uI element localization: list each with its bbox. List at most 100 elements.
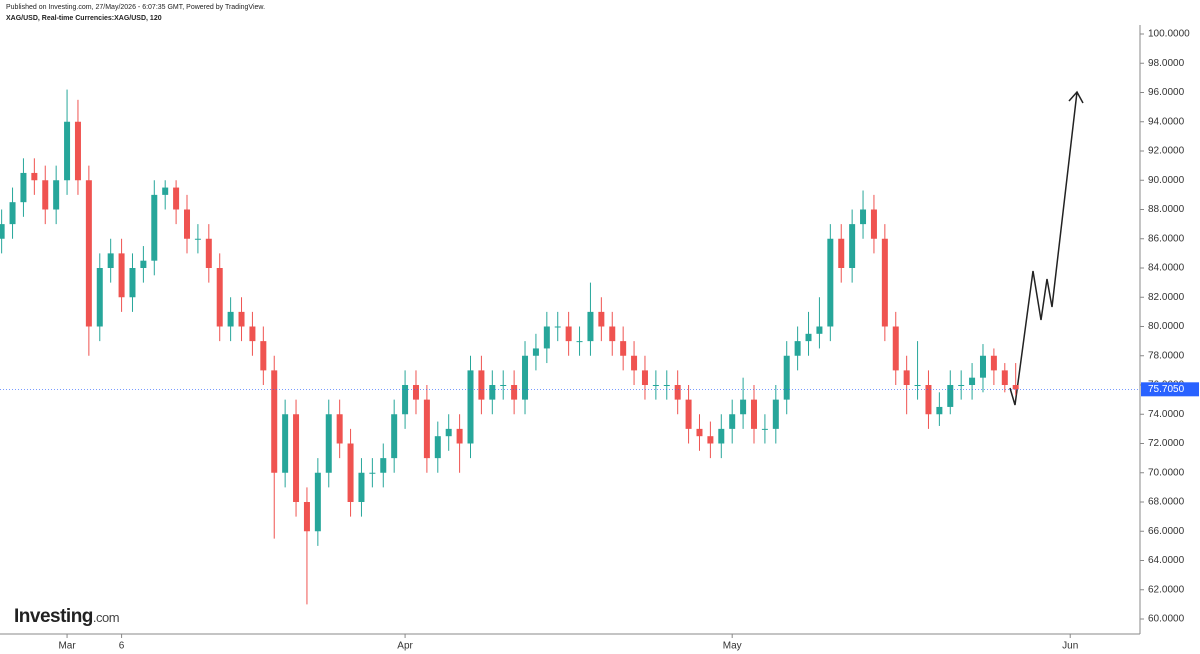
candle-body bbox=[489, 385, 496, 400]
candle-body bbox=[892, 326, 899, 371]
candle-body bbox=[249, 326, 256, 342]
y-tick-label: 98.0000 bbox=[1148, 58, 1185, 69]
last-price-box bbox=[1141, 382, 1199, 397]
x-tick-label: May bbox=[723, 641, 742, 652]
candle-body bbox=[881, 238, 888, 327]
candle-body bbox=[53, 180, 60, 210]
candle-body bbox=[314, 472, 321, 532]
candle-body bbox=[336, 414, 343, 444]
candle-body bbox=[576, 341, 583, 343]
logo-suffix: .com bbox=[92, 610, 120, 625]
y-tick-label: 100.0000 bbox=[1148, 29, 1190, 40]
candle-body bbox=[969, 377, 976, 385]
y-tick-label: 62.0000 bbox=[1148, 584, 1185, 595]
candle-body bbox=[184, 209, 191, 239]
candle-body bbox=[609, 326, 616, 342]
candle-body bbox=[707, 436, 714, 444]
candle-body bbox=[445, 428, 452, 437]
candle-body bbox=[718, 428, 725, 444]
x-tick-label: Mar bbox=[58, 641, 76, 652]
candle-body bbox=[391, 414, 398, 459]
candle-body bbox=[794, 341, 801, 356]
candle-body bbox=[194, 238, 201, 240]
candle-body bbox=[31, 172, 38, 181]
candle-body bbox=[522, 355, 529, 400]
y-tick-label: 66.0000 bbox=[1148, 526, 1185, 537]
candle-body bbox=[685, 399, 692, 429]
candle-body bbox=[303, 502, 310, 532]
candle-body bbox=[816, 326, 823, 334]
candle-body bbox=[216, 268, 223, 327]
candle-body bbox=[947, 385, 954, 407]
y-tick-label: 96.0000 bbox=[1148, 87, 1185, 98]
candle-body bbox=[598, 311, 605, 327]
candle-body bbox=[827, 238, 834, 327]
x-tick-label: 6 bbox=[119, 641, 125, 652]
candle-body bbox=[663, 385, 670, 386]
candle-body bbox=[511, 385, 518, 400]
candle-body bbox=[620, 341, 627, 356]
candle-body bbox=[1012, 385, 1019, 390]
candle-body bbox=[772, 399, 779, 429]
candle-body bbox=[369, 472, 376, 474]
candle-body bbox=[554, 326, 561, 328]
candle-body bbox=[325, 414, 332, 473]
projection-arrow bbox=[1009, 91, 1078, 406]
y-tick-label: 84.0000 bbox=[1148, 263, 1185, 274]
candle-body bbox=[205, 238, 212, 268]
candle-body bbox=[936, 406, 943, 415]
candle-body bbox=[761, 428, 768, 430]
candle-body bbox=[903, 370, 910, 385]
candle-body bbox=[0, 224, 5, 239]
candle-body bbox=[173, 187, 180, 210]
candle-body bbox=[467, 370, 474, 444]
candle-body bbox=[271, 370, 278, 473]
candle-body bbox=[587, 311, 594, 342]
y-tick-label: 92.0000 bbox=[1148, 146, 1185, 157]
candle-body bbox=[696, 428, 703, 437]
y-tick-label: 88.0000 bbox=[1148, 204, 1185, 215]
published-note: Published on Investing.com, 27/May/2026 … bbox=[6, 4, 266, 11]
y-tick-label: 82.0000 bbox=[1148, 292, 1185, 303]
candle-body bbox=[64, 121, 71, 181]
candle-body bbox=[641, 370, 648, 385]
y-tick-label: 68.0000 bbox=[1148, 497, 1185, 508]
x-tick-label: Jun bbox=[1062, 641, 1078, 652]
candle-body bbox=[849, 224, 856, 268]
y-tick-label: 60.0000 bbox=[1148, 614, 1185, 625]
candle-body bbox=[805, 333, 812, 342]
candle-body bbox=[140, 260, 147, 268]
y-tick-label: 70.0000 bbox=[1148, 467, 1185, 478]
candle-body bbox=[260, 341, 267, 371]
candle-body bbox=[925, 385, 932, 415]
candle-body bbox=[456, 428, 463, 444]
candle-body bbox=[500, 385, 507, 386]
y-tick-label: 74.0000 bbox=[1148, 409, 1185, 420]
y-tick-label: 72.0000 bbox=[1148, 438, 1185, 449]
candle-body bbox=[631, 355, 638, 371]
candle-body bbox=[227, 311, 234, 327]
logo-name: Investing bbox=[14, 606, 93, 627]
candle-body bbox=[129, 268, 136, 298]
candle-body bbox=[20, 172, 27, 203]
candle-body bbox=[118, 253, 125, 298]
y-tick-label: 80.0000 bbox=[1148, 321, 1185, 332]
candle-body bbox=[358, 472, 365, 502]
candle-body bbox=[740, 399, 747, 415]
candle-body bbox=[402, 385, 409, 415]
candle-body bbox=[1001, 370, 1008, 385]
symbol-title: XAG/USD, Real-time Currencies:XAG/USD, 1… bbox=[6, 15, 162, 22]
candle-body bbox=[423, 399, 430, 459]
candle-body bbox=[74, 121, 81, 181]
candle-body bbox=[412, 385, 419, 400]
candle-body bbox=[914, 385, 921, 386]
candle-body bbox=[751, 399, 758, 429]
candle-body bbox=[478, 370, 485, 400]
candle-body bbox=[162, 187, 169, 195]
y-tick-label: 86.0000 bbox=[1148, 233, 1185, 244]
candle-body bbox=[652, 385, 659, 386]
candle-body bbox=[151, 194, 158, 261]
candle-body bbox=[979, 355, 986, 378]
